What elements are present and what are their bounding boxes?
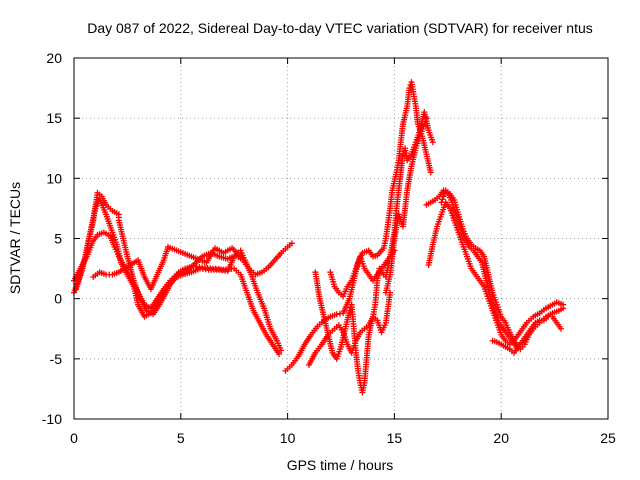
x-tick-label: 25 — [600, 430, 616, 446]
data-point — [288, 240, 295, 247]
data-point — [441, 190, 448, 197]
data-point — [276, 351, 283, 358]
x-tick-label: 5 — [177, 430, 185, 446]
data-point — [278, 347, 285, 354]
data-series — [73, 195, 285, 354]
data-marks — [71, 79, 567, 396]
y-axis-label: SDTVAR / TECUs — [7, 182, 23, 294]
data-series — [489, 313, 565, 356]
data-point — [439, 196, 446, 203]
y-tick-label: 15 — [46, 110, 62, 126]
data-series — [382, 115, 430, 296]
data-series — [438, 187, 522, 350]
data-point — [440, 193, 447, 200]
x-tick-label: 20 — [493, 430, 509, 446]
tick-layer: 0 5 10 15 20 25 -10 -5 0 5 10 15 20 — [42, 50, 616, 446]
y-tick-label: -5 — [50, 351, 63, 367]
y-tick-label: 5 — [54, 231, 62, 247]
data-point — [429, 139, 436, 146]
data-point — [406, 85, 413, 92]
y-tick-label: 20 — [46, 50, 62, 66]
x-tick-label: 10 — [280, 430, 296, 446]
x-tick-label: 15 — [387, 430, 403, 446]
data-point — [421, 121, 428, 128]
data-point — [560, 301, 567, 308]
data-point — [422, 118, 429, 125]
data-point — [391, 247, 398, 254]
data-series — [327, 247, 398, 300]
y-tick-label: -10 — [42, 411, 62, 427]
data-point — [399, 151, 406, 158]
grid-layer — [74, 58, 608, 419]
data-series — [425, 199, 567, 348]
data-point — [515, 343, 522, 350]
chart-title: Day 087 of 2022, Sidereal Day-to-day VTE… — [87, 20, 593, 36]
data-series — [282, 79, 434, 374]
data-series — [312, 269, 394, 396]
y-tick-label: 0 — [54, 291, 62, 307]
data-point — [423, 115, 430, 122]
x-tick-label: 0 — [70, 430, 78, 446]
y-tick-label: 10 — [46, 170, 62, 186]
x-axis-label: GPS time / hours — [287, 457, 394, 473]
data-point — [438, 199, 445, 206]
data-point — [427, 169, 434, 176]
data-series — [90, 243, 244, 293]
data-point — [558, 325, 565, 332]
data-point — [237, 253, 244, 260]
